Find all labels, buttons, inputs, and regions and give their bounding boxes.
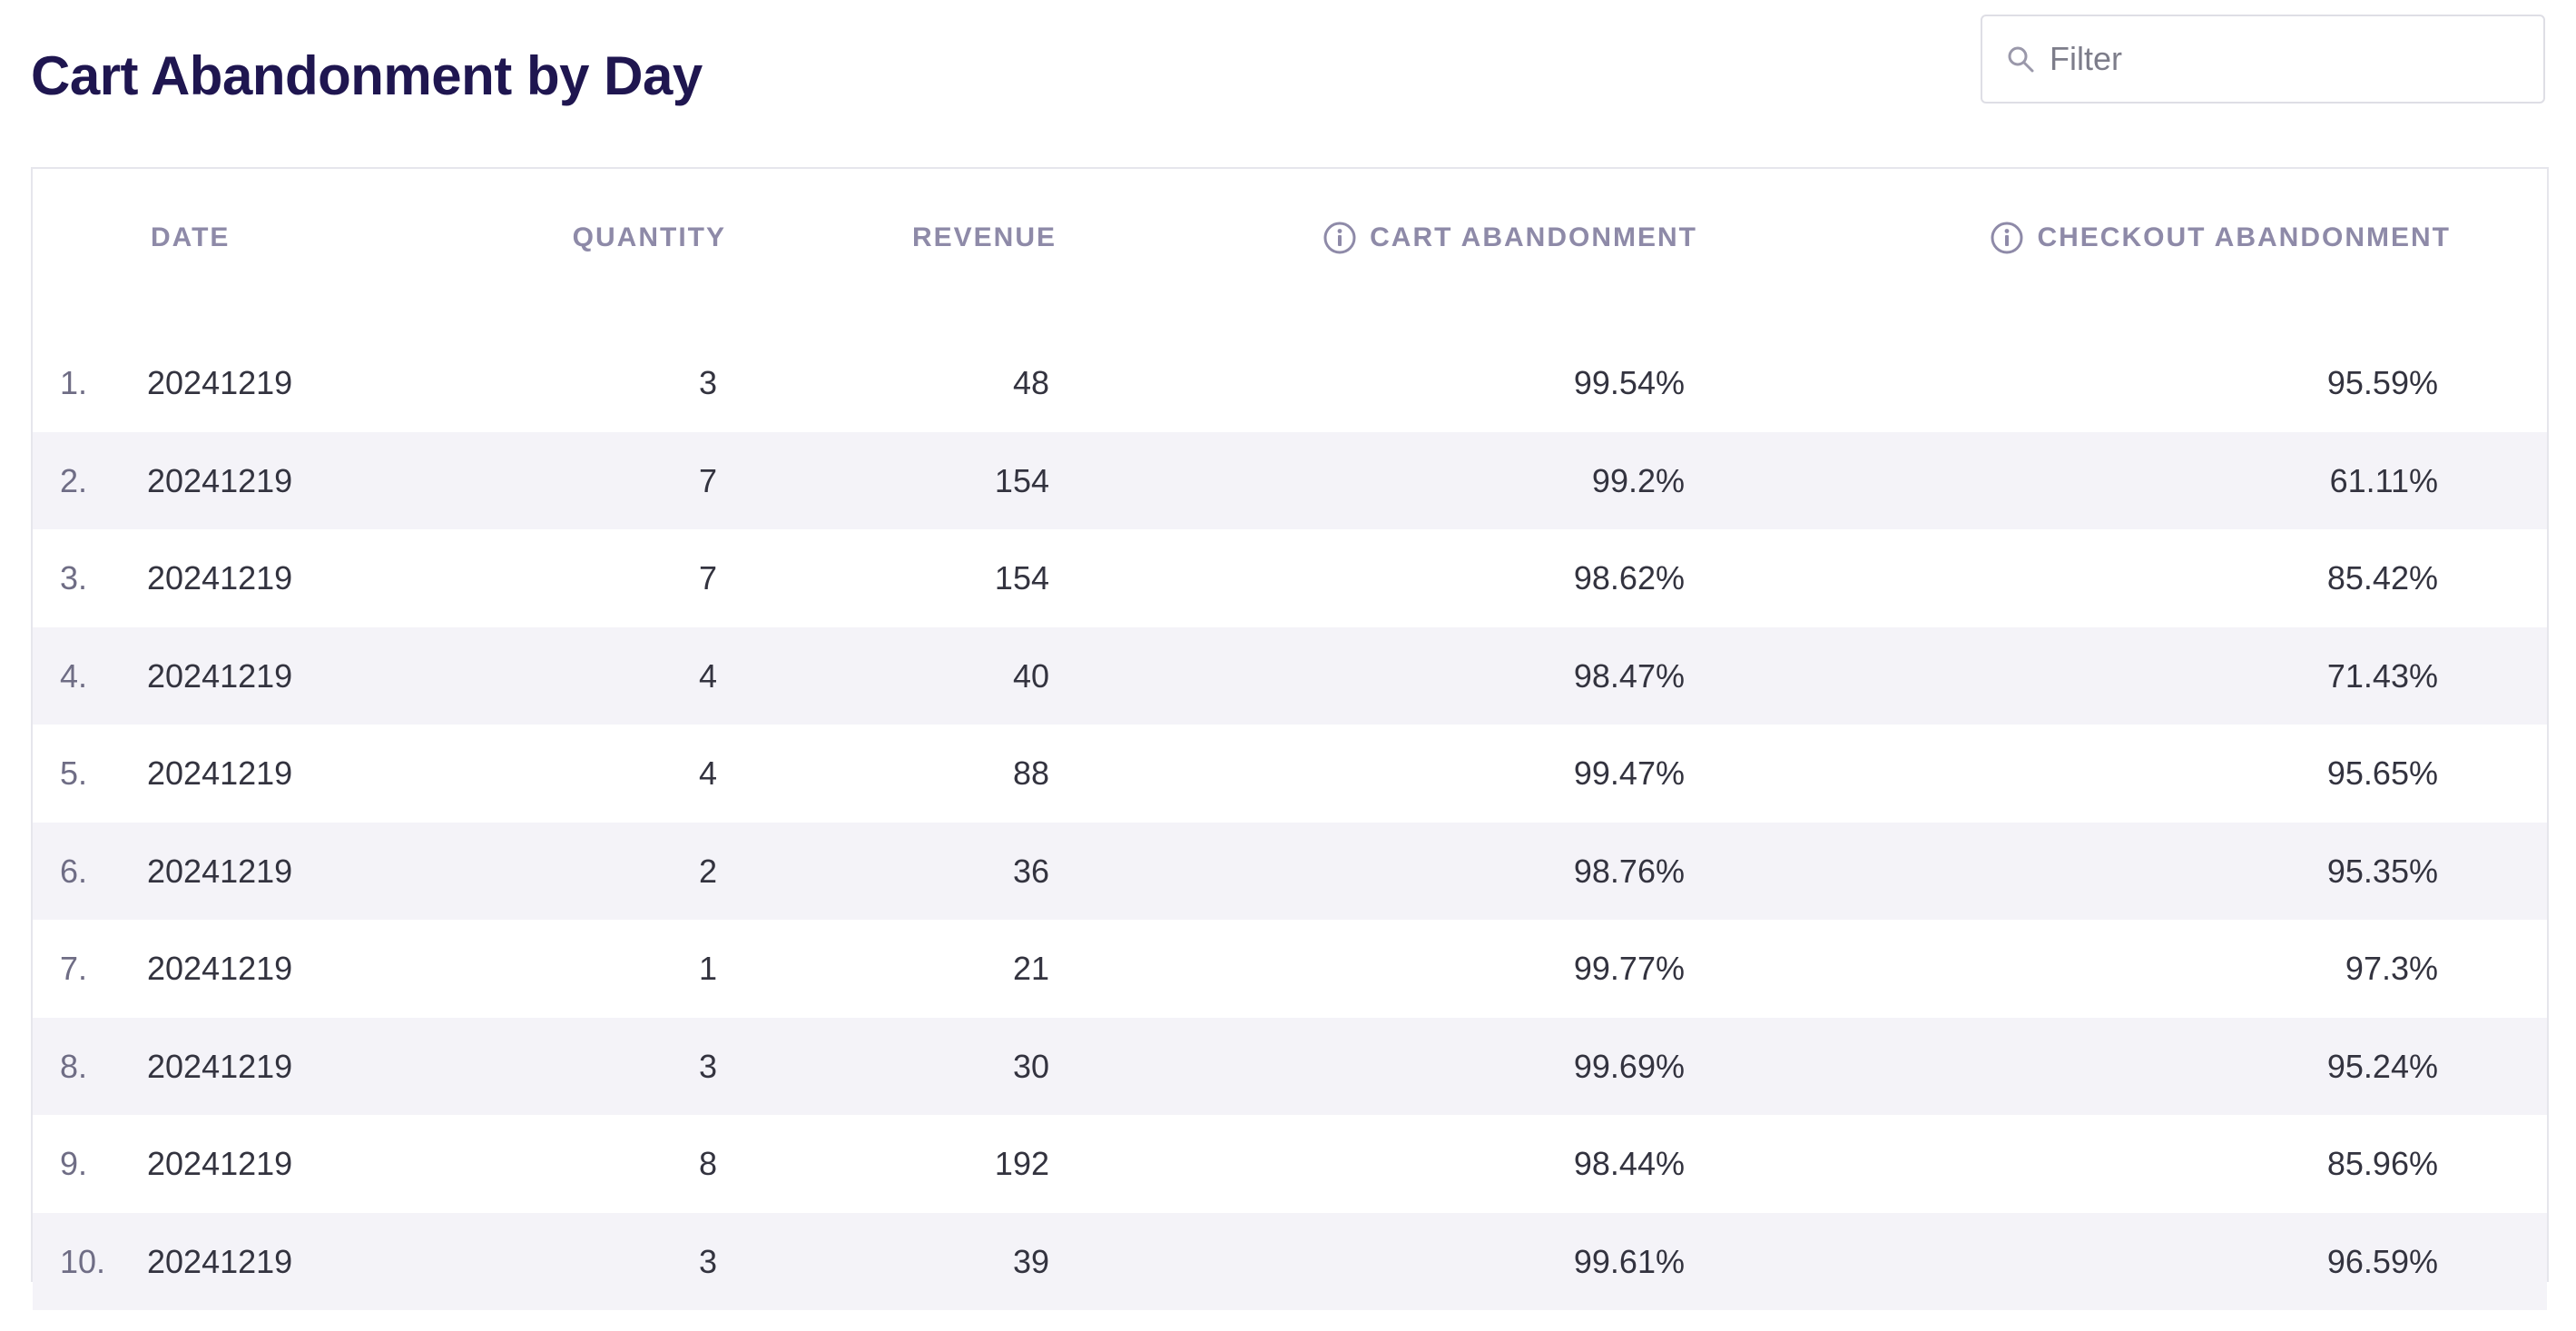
cell-cart-abandonment: 98.62% xyxy=(1573,559,1685,596)
column-header-quantity[interactable]: QUANTITY xyxy=(573,216,726,260)
cell-revenue: 154 xyxy=(994,461,1049,499)
cell-checkout-abandonment: 85.42% xyxy=(2326,559,2438,596)
cell-date: 20241219 xyxy=(147,364,293,401)
column-header-date[interactable]: DATE xyxy=(151,216,230,260)
cell-checkout-abandonment: 95.24% xyxy=(2326,1047,2438,1085)
cell-cart-abandonment: 98.47% xyxy=(1573,656,1685,695)
filter-input[interactable] xyxy=(2037,18,2543,100)
cell-quantity: 3 xyxy=(698,1047,717,1085)
cell-checkout-abandonment: 95.59% xyxy=(2326,364,2438,401)
table-row[interactable]: 4. 20241219 4 40 98.47% 71.43% xyxy=(33,626,2547,725)
cell-date: 20241219 xyxy=(147,1242,293,1280)
cell-quantity: 3 xyxy=(698,364,717,401)
column-header-date-label: DATE xyxy=(151,222,231,252)
cell-date: 20241219 xyxy=(147,852,293,890)
cell-cart-abandonment: 98.44% xyxy=(1573,1145,1685,1182)
column-header-checkout-abandonment[interactable]: CHECKOUT ABANDONMENT xyxy=(1990,216,2451,260)
row-index: 4. xyxy=(60,656,88,695)
cell-quantity: 7 xyxy=(698,559,717,596)
column-header-revenue-label: REVENUE xyxy=(911,222,1057,252)
cell-cart-abandonment: 99.54% xyxy=(1573,364,1685,401)
table-row[interactable]: 10. 20241219 3 39 99.61% 96.59% xyxy=(33,1212,2547,1310)
table-row[interactable]: 7. 20241219 1 21 99.77% 97.3% xyxy=(33,920,2547,1018)
cell-cart-abandonment: 99.69% xyxy=(1573,1047,1685,1085)
cell-cart-abandonment: 99.61% xyxy=(1573,1242,1685,1280)
cell-revenue: 39 xyxy=(1012,1242,1049,1280)
table-row[interactable]: 6. 20241219 2 36 98.76% 95.35% xyxy=(33,822,2547,920)
table-row[interactable]: 8. 20241219 3 30 99.69% 95.24% xyxy=(33,1017,2547,1115)
cell-quantity: 4 xyxy=(698,656,717,695)
cell-date: 20241219 xyxy=(147,950,293,987)
search-icon xyxy=(2004,43,2037,75)
column-header-revenue[interactable]: REVENUE xyxy=(912,216,1057,260)
filter-box[interactable] xyxy=(1981,15,2545,104)
cell-quantity: 3 xyxy=(698,1242,717,1280)
cell-date: 20241219 xyxy=(147,559,293,596)
cell-revenue: 154 xyxy=(994,559,1049,596)
cell-date: 20241219 xyxy=(147,1047,293,1085)
table-row[interactable]: 9. 20241219 8 192 98.44% 85.96% xyxy=(33,1115,2547,1213)
cell-checkout-abandonment: 61.11% xyxy=(2329,461,2438,499)
cell-revenue: 40 xyxy=(1012,656,1049,695)
cell-revenue: 88 xyxy=(1012,754,1049,792)
row-index: 1. xyxy=(60,364,88,401)
info-icon[interactable] xyxy=(1990,221,2024,255)
row-index: 10. xyxy=(60,1242,106,1280)
info-icon[interactable] xyxy=(1322,221,1357,255)
table-row[interactable]: 5. 20241219 4 88 99.47% 95.65% xyxy=(33,725,2547,823)
cell-quantity: 7 xyxy=(698,461,717,499)
cell-date: 20241219 xyxy=(147,461,293,499)
cell-cart-abandonment: 99.77% xyxy=(1573,950,1685,987)
cell-date: 20241219 xyxy=(147,754,293,792)
column-header-quantity-label: QUANTITY xyxy=(572,222,726,252)
cell-revenue: 36 xyxy=(1012,852,1049,890)
cell-checkout-abandonment: 97.3% xyxy=(2345,950,2438,987)
cell-quantity: 1 xyxy=(698,950,717,987)
cell-checkout-abandonment: 96.59% xyxy=(2326,1242,2438,1280)
cell-quantity: 2 xyxy=(698,852,717,890)
cell-date: 20241219 xyxy=(147,656,293,695)
row-index: 8. xyxy=(60,1047,88,1085)
table-body: 1. 20241219 3 48 99.54% 95.59% 2. 202412… xyxy=(33,334,2547,1310)
cell-checkout-abandonment: 85.96% xyxy=(2326,1145,2438,1182)
cell-cart-abandonment: 98.76% xyxy=(1573,852,1685,890)
data-table: DATE QUANTITY REVENUE CART ABANDONMENT xyxy=(31,167,2549,1310)
row-index: 7. xyxy=(60,950,88,987)
table-row[interactable]: 2. 20241219 7 154 99.2% 61.11% xyxy=(33,431,2547,529)
cell-revenue: 192 xyxy=(994,1145,1049,1182)
cell-checkout-abandonment: 71.43% xyxy=(2326,656,2438,695)
column-header-checkout-abandonment-label: CHECKOUT ABANDONMENT xyxy=(2037,222,2451,252)
row-index: 9. xyxy=(60,1145,88,1182)
cell-cart-abandonment: 99.2% xyxy=(1591,461,1685,499)
row-index: 5. xyxy=(60,754,88,792)
cell-checkout-abandonment: 95.35% xyxy=(2326,852,2438,890)
page-title: Cart Abandonment by Day xyxy=(31,45,703,106)
table-row[interactable]: 3. 20241219 7 154 98.62% 85.42% xyxy=(33,529,2547,627)
cell-revenue: 48 xyxy=(1012,364,1049,401)
cell-quantity: 4 xyxy=(698,754,717,792)
row-index: 6. xyxy=(60,852,88,890)
table-header: DATE QUANTITY REVENUE CART ABANDONMENT xyxy=(33,169,2547,307)
cell-revenue: 30 xyxy=(1012,1047,1049,1085)
cell-cart-abandonment: 99.47% xyxy=(1573,754,1685,792)
row-index: 2. xyxy=(60,461,88,499)
cell-checkout-abandonment: 95.65% xyxy=(2326,754,2438,792)
cell-quantity: 8 xyxy=(698,1145,717,1182)
cell-date: 20241219 xyxy=(147,1145,293,1182)
column-header-cart-abandonment[interactable]: CART ABANDONMENT xyxy=(1322,216,1697,260)
column-header-cart-abandonment-label: CART ABANDONMENT xyxy=(1370,222,1697,252)
row-index: 3. xyxy=(60,559,88,596)
table-row[interactable]: 1. 20241219 3 48 99.54% 95.59% xyxy=(33,334,2547,432)
cell-revenue: 21 xyxy=(1012,950,1049,987)
